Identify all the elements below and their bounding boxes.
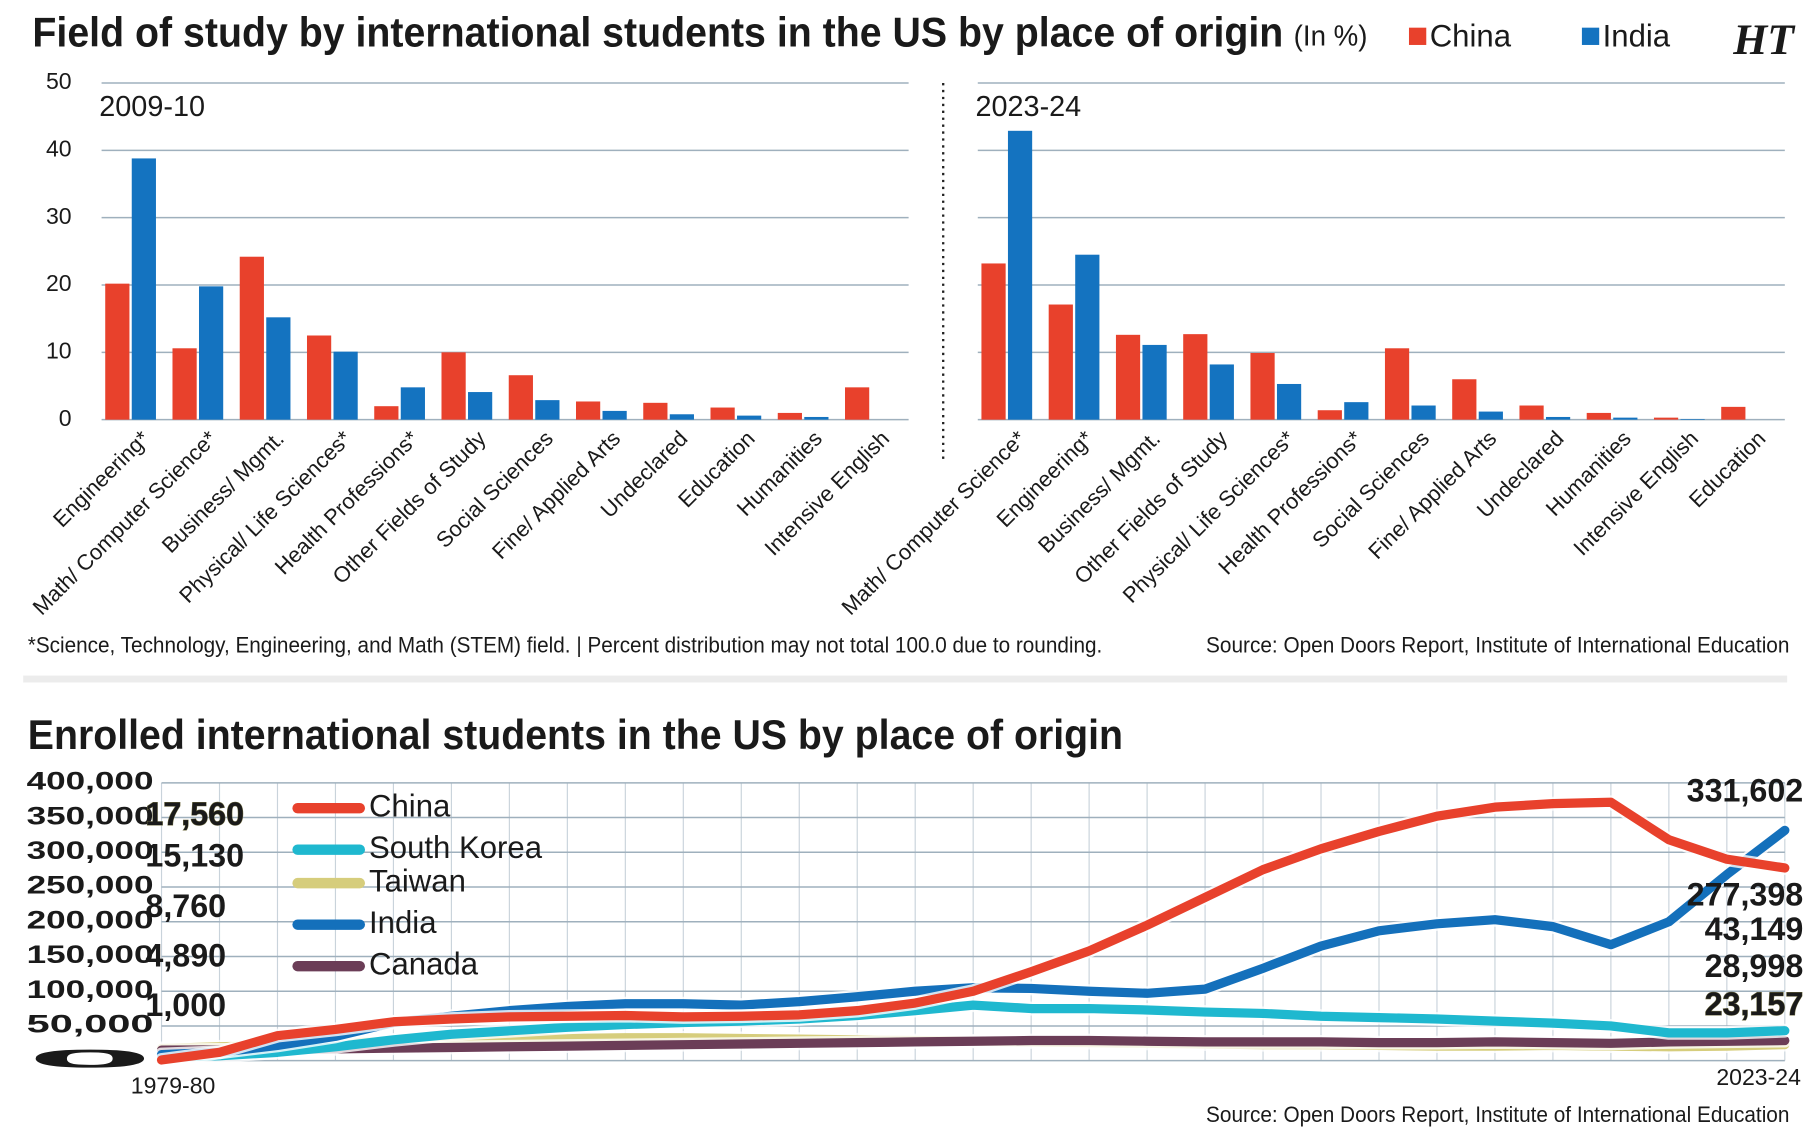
y-tick-label: 150,000	[27, 941, 154, 969]
chart-title: Enrolled international students in the U…	[28, 711, 1123, 758]
bar	[643, 402, 668, 420]
bar	[1478, 411, 1503, 420]
bar	[575, 401, 601, 420]
data-label: 23,157	[1705, 986, 1804, 1022]
bar	[602, 410, 627, 420]
bar	[1586, 412, 1611, 420]
bar	[1519, 405, 1544, 420]
bar	[777, 412, 802, 420]
source: Source: Open Doors Report, Institute of …	[1206, 1102, 1789, 1127]
legend-label: India	[369, 905, 437, 940]
bar	[374, 406, 399, 420]
y-tick-label: 0	[59, 405, 72, 431]
bar	[845, 387, 870, 420]
line	[156, 797, 1790, 1065]
y-tick-label: 30	[46, 203, 72, 229]
legend-label: Taiwan	[369, 863, 466, 898]
y-tick-label: 50,000	[27, 1011, 154, 1039]
legend-label: India	[1603, 18, 1671, 53]
bar	[306, 335, 332, 420]
bar	[105, 283, 130, 420]
bar	[508, 375, 533, 420]
unit-label: (In %)	[1294, 21, 1368, 53]
y-tick-label: 50	[46, 68, 72, 94]
bar	[1653, 417, 1679, 420]
line	[156, 1035, 1790, 1055]
bar	[239, 256, 264, 420]
data-label: 15,130	[145, 837, 244, 873]
y-tick-label: 400,000	[27, 768, 154, 796]
data-label: 43,149	[1705, 911, 1804, 947]
bar	[981, 263, 1006, 420]
bar	[1007, 130, 1033, 420]
y-tick-label: 350,000	[27, 802, 154, 830]
bar	[400, 387, 425, 420]
legend-label: China	[1430, 18, 1512, 53]
data-label: 331,602	[1687, 773, 1804, 809]
x-tick-label: 2023-24	[1716, 1064, 1801, 1090]
bar	[1250, 353, 1275, 420]
data-label: 8,760	[145, 888, 226, 924]
bar	[535, 400, 560, 420]
bar	[1452, 379, 1477, 420]
legend-swatch	[1581, 27, 1600, 45]
bar	[1411, 405, 1436, 420]
legend-label: South Korea	[369, 830, 543, 865]
chart-title: Field of study by international students…	[32, 9, 1283, 56]
y-tick-label: 100,000	[27, 976, 154, 1004]
bar	[1142, 344, 1167, 420]
bar	[1276, 383, 1302, 420]
bar	[1115, 334, 1141, 420]
data-label: 4,890	[145, 938, 226, 974]
bar	[441, 352, 466, 420]
bar	[1209, 364, 1234, 420]
bar	[131, 158, 156, 420]
data-label: 28,998	[1705, 948, 1804, 984]
bar	[804, 416, 829, 420]
legend-swatch	[1408, 27, 1427, 45]
y-tick-label: 200,000	[27, 906, 154, 934]
y-tick-label: 300,000	[27, 837, 154, 865]
x-tick-label: 1979-80	[131, 1072, 216, 1098]
bar	[172, 348, 197, 420]
bar	[1344, 402, 1369, 420]
bar	[1075, 254, 1100, 420]
y-tick-label: 250,000	[27, 872, 154, 900]
separator	[23, 675, 1788, 683]
bar	[737, 415, 762, 420]
panel-label: 2023-24	[975, 91, 1081, 123]
bar	[669, 414, 694, 420]
y-tick-label: 10	[46, 337, 72, 363]
bar	[333, 351, 358, 420]
data-label: 277,398	[1687, 876, 1804, 912]
bar	[1048, 304, 1073, 420]
data-label: 17,560	[145, 796, 244, 832]
panel-label: 2009-10	[99, 91, 205, 123]
bar	[1613, 417, 1638, 420]
footnote: *Science, Technology, Engineering, and M…	[28, 633, 1103, 658]
y-tick-label: 20	[46, 270, 72, 296]
source: Source: Open Doors Report, Institute of …	[1206, 633, 1789, 658]
y-tick-label: 40	[46, 135, 72, 161]
logo: HT	[1732, 16, 1796, 64]
bar	[468, 392, 493, 420]
bar	[1680, 418, 1705, 420]
data-label: 1,000	[145, 987, 226, 1023]
bar	[710, 407, 735, 420]
bar	[266, 317, 291, 420]
bar	[1384, 348, 1410, 420]
y-tick-label: 0	[27, 1045, 154, 1073]
bar	[1545, 416, 1571, 420]
line	[156, 1000, 1790, 1062]
bar	[1721, 406, 1746, 420]
legend-label: China	[369, 788, 451, 823]
bar	[198, 286, 224, 420]
bar	[1183, 334, 1208, 420]
legend-label: Canada	[369, 946, 479, 981]
bar	[1317, 410, 1342, 420]
